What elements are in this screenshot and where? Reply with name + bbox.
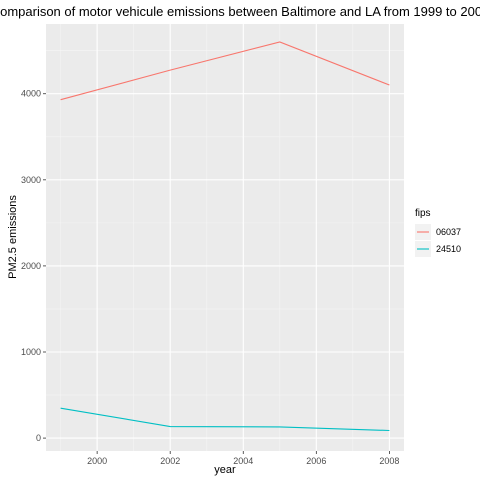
y-tick-label: 4000	[21, 89, 41, 99]
x-axis-title: year	[214, 464, 236, 476]
x-tick-label: 2006	[306, 456, 326, 466]
x-tick-label: 2004	[233, 456, 253, 466]
legend-title: fips	[415, 208, 431, 219]
plot-panel	[46, 24, 404, 451]
x-tick-label: 2002	[160, 456, 180, 466]
y-axis-title: PM2.5 emissions	[7, 195, 19, 279]
series-lines	[60, 41, 390, 432]
y-tick-label: 1000	[21, 347, 41, 357]
x-tick-label: 2000	[87, 456, 107, 466]
legend-label: 06037	[436, 227, 461, 237]
series-line-24510	[60, 407, 390, 432]
x-axis-ticks: 2000 2002 2004 2006 2008	[87, 451, 399, 466]
legend: fips 06037 24510	[415, 208, 461, 257]
y-tick-label: 0	[36, 433, 41, 443]
series-line-06037	[60, 41, 390, 101]
chart-title: Comparison of motor vehicule emissions b…	[0, 4, 480, 19]
y-axis-ticks: 0 1000 2000 3000 4000	[21, 89, 46, 443]
y-tick-label: 3000	[21, 175, 41, 185]
gridlines	[46, 24, 404, 451]
legend-label: 24510	[436, 244, 461, 254]
y-tick-label: 2000	[21, 261, 41, 271]
x-tick-label: 2008	[379, 456, 399, 466]
